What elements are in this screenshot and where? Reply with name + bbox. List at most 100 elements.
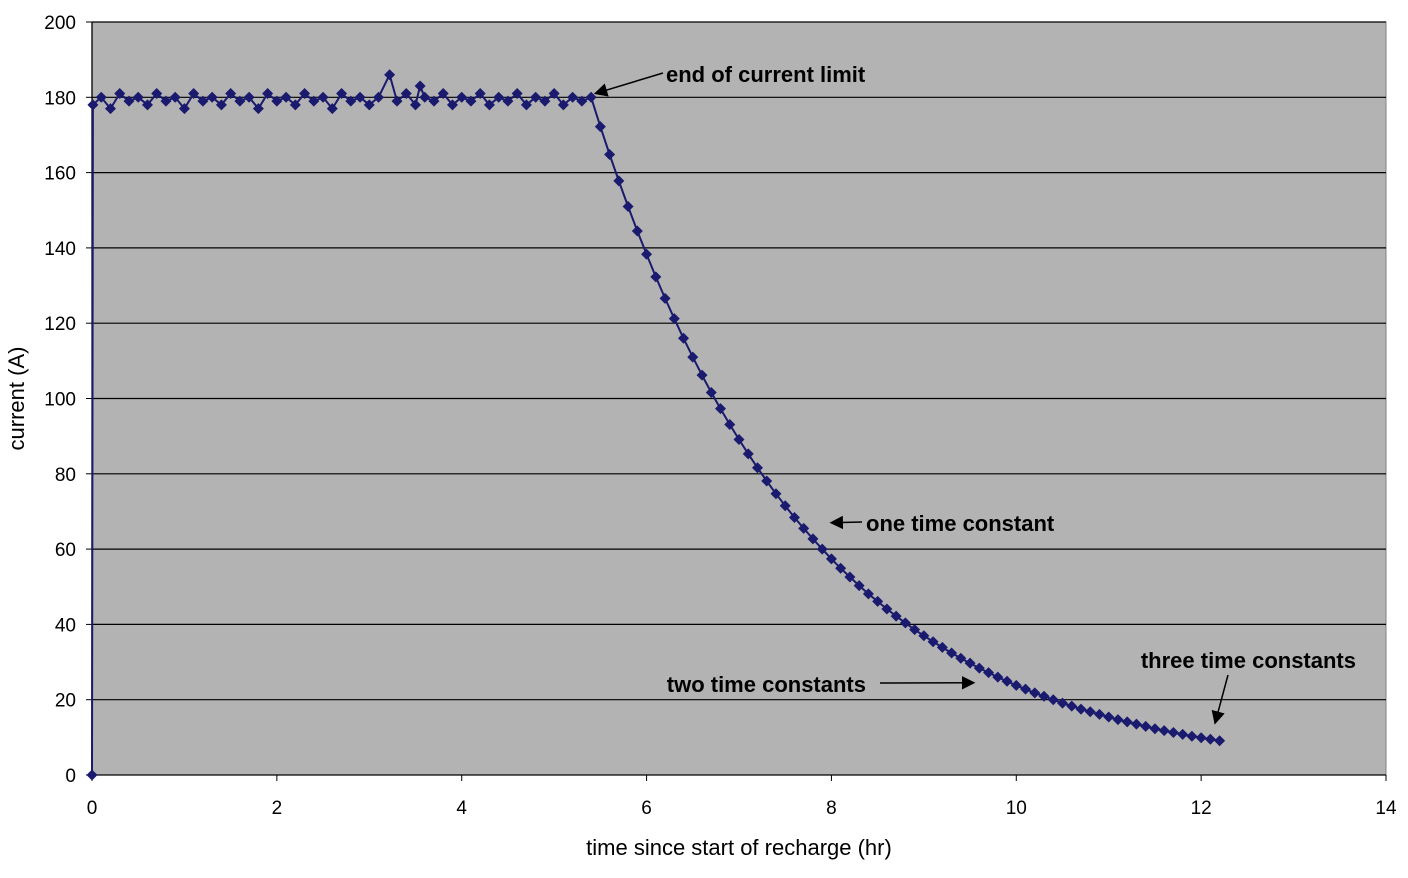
x-axis-label: time since start of recharge (hr) <box>586 835 892 860</box>
data-point <box>104 103 116 115</box>
data-point <box>955 652 967 664</box>
data-point <box>465 95 477 107</box>
data-point <box>1038 690 1050 702</box>
data-point <box>1112 714 1124 726</box>
y-tick-label: 200 <box>44 13 76 34</box>
data-point <box>1149 723 1161 735</box>
data-point <box>539 95 551 107</box>
x-tick-label: 0 <box>87 798 98 819</box>
annotation-label: one time constant <box>866 511 1055 536</box>
data-point <box>252 103 264 115</box>
data-point <box>1084 706 1096 718</box>
data-point <box>751 462 763 474</box>
data-point <box>206 91 218 103</box>
data-point <box>299 88 311 100</box>
data-point <box>788 511 800 523</box>
data-point <box>1029 687 1041 699</box>
data-point <box>336 88 348 100</box>
data-point <box>141 99 153 111</box>
data-point <box>123 95 135 107</box>
data-point <box>160 95 172 107</box>
y-tick-label: 180 <box>44 88 76 109</box>
data-point <box>613 175 625 187</box>
data-point <box>215 99 227 111</box>
y-tick-label: 20 <box>55 691 76 712</box>
data-point <box>835 562 847 574</box>
data-point <box>992 671 1004 683</box>
y-tick-label: 120 <box>44 314 76 335</box>
data-point <box>659 292 671 304</box>
data-point <box>456 91 468 103</box>
data-point <box>825 553 837 565</box>
data-point <box>384 69 396 81</box>
data-point <box>816 543 828 555</box>
data-point <box>1066 700 1078 712</box>
data-point <box>483 99 495 111</box>
data-point <box>234 95 246 107</box>
data-point <box>363 99 375 111</box>
data-point <box>668 313 680 325</box>
y-tick-label: 100 <box>44 390 76 411</box>
data-point <box>520 99 532 111</box>
y-tick-label: 60 <box>55 540 76 561</box>
data-point <box>326 103 338 115</box>
data-point <box>724 418 736 430</box>
data-point <box>1140 720 1152 732</box>
data-point <box>1130 718 1142 730</box>
data-series <box>86 69 1226 781</box>
annotation-arrow <box>1211 674 1229 725</box>
data-point <box>604 149 616 161</box>
data-point <box>1158 725 1170 737</box>
annotation-label: two time constants <box>667 672 866 697</box>
y-tick-label: 40 <box>55 615 76 636</box>
data-point <box>474 88 486 100</box>
data-point <box>345 95 357 107</box>
data-point <box>151 88 163 100</box>
data-point <box>964 657 976 669</box>
data-point <box>594 121 606 133</box>
data-point <box>493 91 505 103</box>
data-point <box>280 91 292 103</box>
data-point <box>1195 732 1207 744</box>
data-point <box>742 448 754 460</box>
data-point <box>631 225 643 237</box>
data-point <box>1103 711 1115 723</box>
y-axis-label: current (A) <box>4 347 29 451</box>
y-tick-label: 0 <box>65 766 76 787</box>
data-point <box>853 580 865 592</box>
data-point <box>715 403 727 415</box>
data-point <box>511 88 523 100</box>
data-point <box>243 91 255 103</box>
data-point <box>622 200 634 212</box>
x-tick-label: 10 <box>1006 798 1027 819</box>
data-point <box>1075 703 1087 715</box>
data-point <box>419 91 431 103</box>
data-point <box>132 91 144 103</box>
data-point <box>1057 697 1068 709</box>
data-point <box>1121 716 1133 728</box>
data-point <box>909 624 921 636</box>
data-point <box>1010 679 1022 691</box>
data-point <box>262 88 274 100</box>
data-point <box>798 522 810 534</box>
data-point <box>1177 728 1189 740</box>
data-point <box>576 95 588 107</box>
data-point <box>927 636 939 648</box>
data-point <box>414 80 426 92</box>
data-point <box>197 95 209 107</box>
data-point <box>428 95 440 107</box>
x-tick-label: 6 <box>641 798 652 819</box>
data-point <box>779 500 791 512</box>
data-point <box>391 95 403 107</box>
data-point <box>844 571 856 583</box>
data-point <box>548 88 560 100</box>
data-point <box>225 88 237 100</box>
data-point <box>890 610 902 622</box>
data-point <box>1001 675 1013 687</box>
data-point <box>761 475 773 487</box>
x-tick-label: 12 <box>1191 798 1212 819</box>
data-point <box>872 595 884 607</box>
annotation-label: three time constants <box>1141 648 1356 673</box>
data-point <box>86 769 98 781</box>
